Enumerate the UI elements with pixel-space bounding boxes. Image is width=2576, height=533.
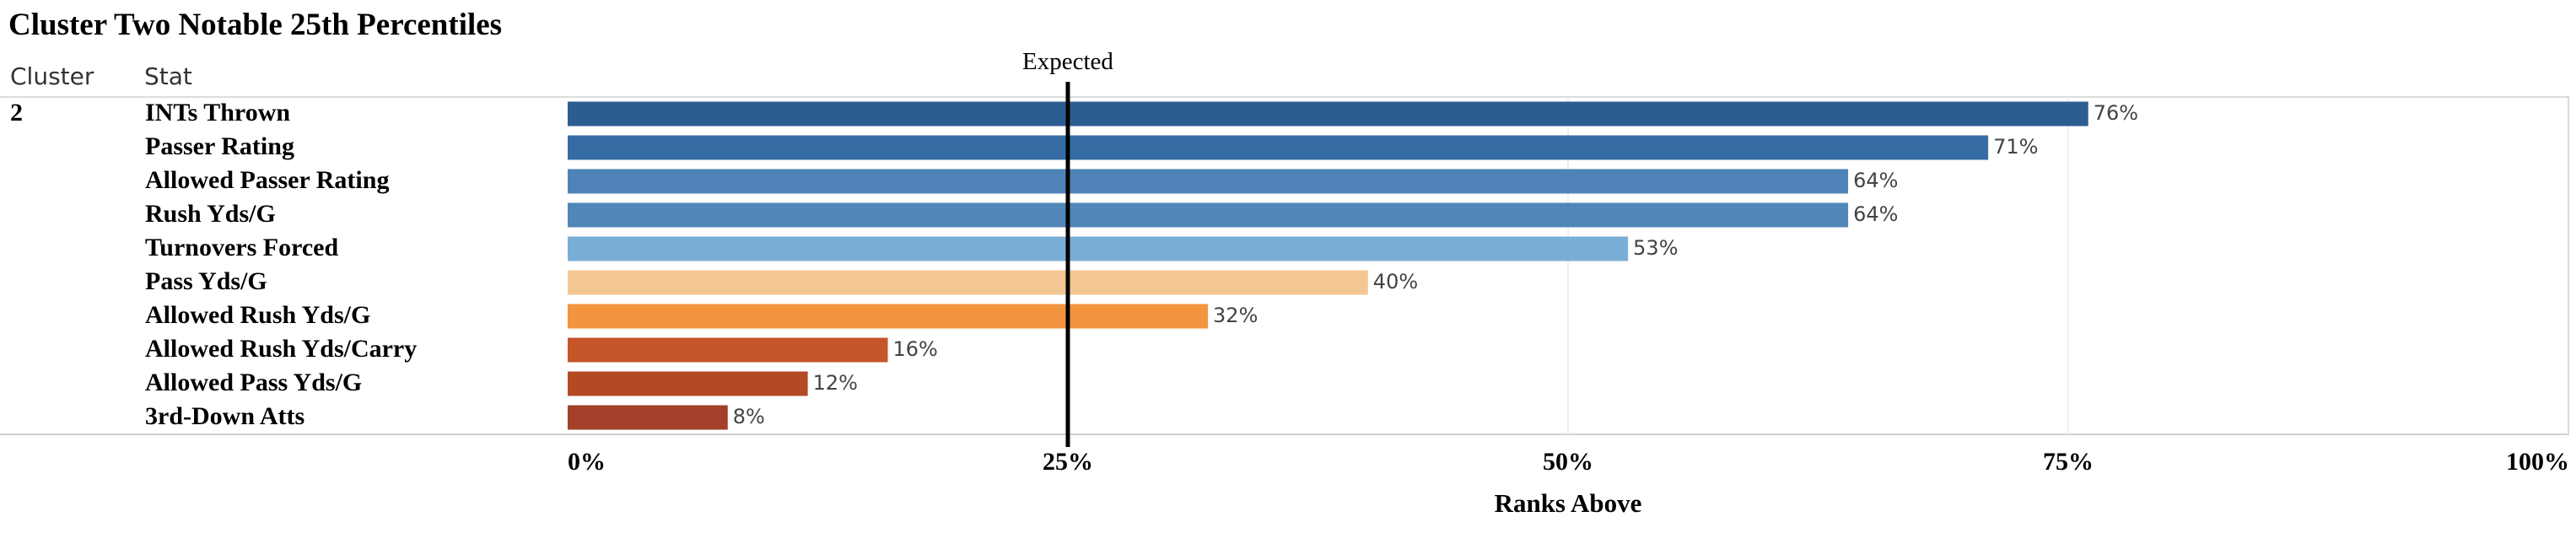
stat-label: 3rd-Down Atts bbox=[145, 402, 304, 430]
bar-value-label: 64% bbox=[1853, 202, 1898, 226]
bar bbox=[568, 236, 1629, 261]
bar bbox=[568, 101, 2088, 127]
bar-value-label: 32% bbox=[1213, 304, 1258, 327]
bar-value-label: 64% bbox=[1853, 169, 1898, 192]
x-axis-title: Ranks Above bbox=[1495, 488, 1642, 518]
x-tick-label: 75% bbox=[2043, 448, 2094, 476]
stat-label: Allowed Rush Yds/G bbox=[145, 301, 370, 329]
cluster-column-header: Cluster bbox=[10, 62, 94, 90]
stat-label: INTs Thrown bbox=[145, 99, 290, 127]
stat-label: Passer Rating bbox=[145, 132, 294, 160]
chart-title: Cluster Two Notable 25th Percentiles bbox=[8, 8, 503, 42]
bar bbox=[568, 169, 1849, 194]
stat-label: Allowed Pass Yds/G bbox=[145, 369, 362, 396]
stat-label: Allowed Passer Rating bbox=[145, 166, 389, 194]
bar bbox=[568, 405, 728, 430]
bar bbox=[568, 371, 808, 396]
stat-label: Pass Yds/G bbox=[145, 267, 267, 295]
bar-value-label: 71% bbox=[1993, 135, 2038, 159]
cluster-value: 2 bbox=[10, 99, 23, 127]
bar bbox=[568, 304, 1209, 329]
x-tick-label: 0% bbox=[568, 448, 606, 476]
bar-value-label: 76% bbox=[2094, 101, 2138, 125]
x-tick-label: 25% bbox=[1043, 448, 1093, 476]
x-tick-label: 100% bbox=[2506, 448, 2569, 476]
stat-label: Allowed Rush Yds/Carry bbox=[145, 335, 417, 363]
bar bbox=[568, 202, 1849, 228]
stat-column-header: Stat bbox=[144, 62, 192, 90]
bar-value-label: 53% bbox=[1633, 236, 1678, 260]
bar bbox=[568, 135, 1989, 160]
x-tick-label: 50% bbox=[1543, 448, 1593, 476]
bar-value-label: 12% bbox=[813, 371, 858, 395]
stat-label: Turnovers Forced bbox=[145, 234, 338, 261]
bar-value-label: 16% bbox=[893, 337, 938, 361]
bar bbox=[568, 270, 1368, 295]
bar-value-label: 8% bbox=[733, 405, 765, 428]
stat-label: Rush Yds/G bbox=[145, 200, 276, 228]
expected-reference-label: Expected bbox=[1022, 48, 1113, 75]
bar-value-label: 40% bbox=[1373, 270, 1418, 293]
bar bbox=[568, 337, 888, 363]
